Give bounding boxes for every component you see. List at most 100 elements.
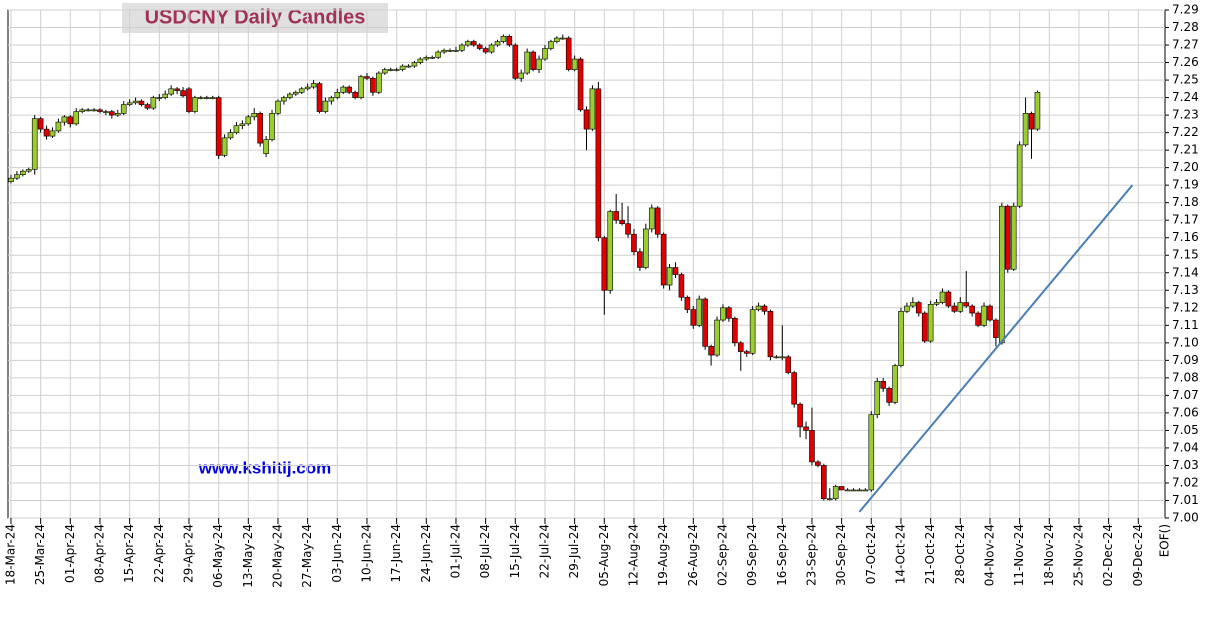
y-tick-label: 7.26 [1172, 55, 1199, 69]
x-tick-label: 10-Jun-24 [359, 524, 373, 583]
candle-body [73, 111, 80, 125]
candle-body [583, 109, 590, 130]
candle-body [821, 465, 827, 500]
candle-body [939, 291, 946, 303]
candle-body [215, 97, 222, 156]
candle-body [387, 69, 394, 71]
candle-body [292, 92, 299, 95]
candle-body [120, 104, 127, 114]
candle-body [761, 305, 768, 312]
y-tick-label: 7.10 [1172, 335, 1199, 349]
x-tick-label: 06-May-24 [211, 524, 225, 588]
candle-body [399, 65, 406, 70]
candle-body [37, 118, 44, 130]
y-tick-label: 7.27 [1172, 38, 1199, 52]
y-tick-label: 7.28 [1172, 20, 1199, 34]
y-tick-label: 7.11 [1172, 318, 1199, 332]
candle-body [1004, 205, 1011, 270]
candle-body [25, 169, 32, 172]
candle-body [862, 489, 869, 492]
candle-body [346, 86, 352, 93]
candle-body [405, 65, 412, 68]
candle-body [245, 116, 252, 125]
candle-body [915, 302, 922, 314]
x-tick-label: 17-Jun-24 [389, 524, 403, 583]
candle-body [423, 56, 430, 60]
candle-body [945, 291, 952, 307]
candle-body [429, 56, 436, 59]
candle-body [55, 121, 62, 132]
candle-body [1010, 205, 1017, 270]
candle-body [393, 69, 400, 71]
x-tick-label: 14-Oct-24 [893, 524, 907, 584]
y-tick-label: 7.03 [1172, 458, 1199, 472]
candle-body [999, 205, 1005, 344]
candle-body [660, 233, 667, 286]
candle-body [524, 51, 530, 74]
candle-body [14, 174, 20, 179]
candle-body [921, 312, 928, 342]
x-tick-label: 29-Apr-24 [181, 524, 195, 583]
candle-body [826, 498, 833, 501]
candle-body [832, 486, 839, 500]
candle-body [631, 233, 637, 253]
x-tick-label: 01-Jul-24 [448, 524, 462, 578]
candle-body [298, 88, 305, 93]
candle-body [287, 93, 293, 98]
x-tick-label: 15-Jul-24 [508, 524, 522, 578]
x-tick-label: 09-Dec-24 [1131, 524, 1145, 586]
candle-body [103, 111, 109, 113]
x-tick-label: 03-Jun-24 [330, 524, 344, 583]
candle-body [708, 346, 714, 356]
candle-body [441, 49, 447, 53]
candle-body [803, 426, 809, 431]
candle-body [1028, 113, 1035, 130]
candle-body [209, 97, 216, 99]
x-tick-label: 21-Oct-24 [923, 524, 937, 584]
candle-body [453, 49, 459, 52]
candle-body [20, 170, 26, 175]
candle-body [850, 489, 857, 492]
candle-body [815, 461, 821, 466]
candle-body [868, 414, 875, 491]
candle-body [1034, 92, 1041, 130]
candle-body [91, 109, 97, 112]
candle-body [465, 41, 471, 46]
trendline [858, 184, 1134, 513]
candle-body [221, 137, 228, 156]
candle-body [376, 72, 382, 93]
y-tick-label: 7.14 [1172, 265, 1199, 279]
candle-body [767, 310, 774, 358]
candle-body [654, 207, 661, 235]
x-tick-label: 28-Oct-24 [953, 524, 967, 584]
candle-body [411, 62, 418, 67]
candle-body [589, 88, 596, 130]
y-tick-label: 7.00 [1172, 511, 1199, 525]
y-tick-label: 7.02 [1172, 475, 1199, 489]
candle-body [381, 69, 388, 74]
candle-body [144, 104, 151, 109]
y-tick-label: 7.05 [1172, 423, 1199, 437]
candle-body [856, 489, 863, 492]
candle-body [898, 310, 904, 366]
candle-body [963, 302, 970, 307]
candle-body [714, 319, 720, 356]
candle-body [192, 97, 198, 112]
candle-body [743, 351, 750, 354]
candle-body [1016, 144, 1023, 207]
y-tick-label: 7.09 [1172, 353, 1199, 367]
candle-body [773, 356, 780, 359]
candle-body [494, 41, 501, 46]
candle-body [364, 76, 370, 79]
y-tick-label: 7.29 [1172, 3, 1199, 17]
candle-body [749, 309, 756, 354]
candle-body [316, 83, 323, 112]
candle-body [554, 37, 560, 42]
candle-body [981, 305, 987, 326]
candle-body [322, 100, 329, 112]
candle-body [281, 97, 287, 102]
candle-body [168, 88, 174, 95]
candle-body [150, 97, 157, 109]
x-tick-label: 16-Sep-24 [775, 524, 789, 586]
candle-body [975, 312, 981, 326]
